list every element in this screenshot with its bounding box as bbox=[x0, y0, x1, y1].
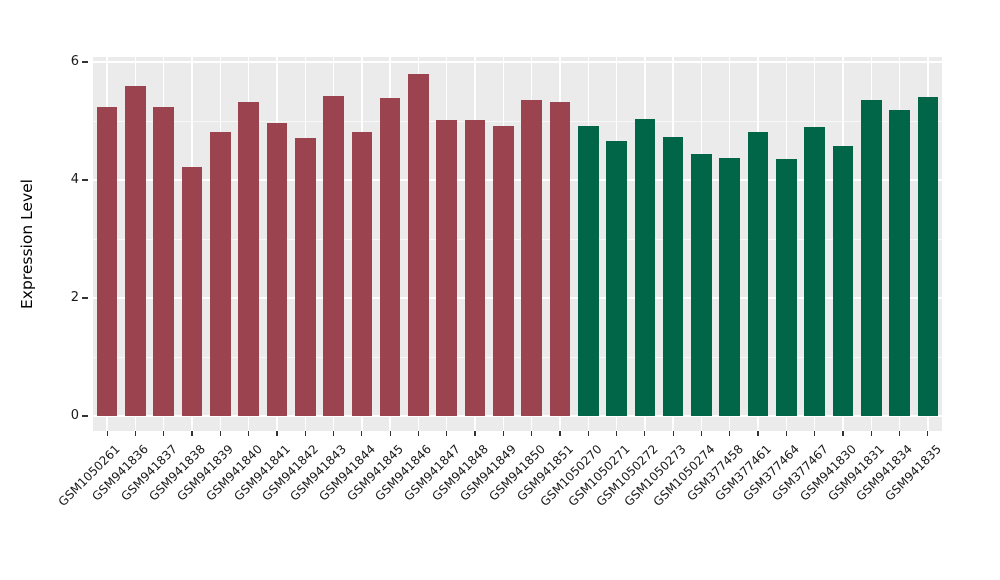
bar-GSM941839 bbox=[210, 132, 231, 416]
y-tick-label: 0 bbox=[70, 408, 79, 423]
x-tick-mark bbox=[502, 431, 504, 436]
bar-GSM941836 bbox=[125, 86, 146, 416]
x-tick-mark bbox=[474, 431, 476, 436]
bar-GSM1050261 bbox=[96, 106, 118, 416]
bar-GSM941845 bbox=[379, 97, 401, 416]
plot-panel bbox=[93, 57, 942, 431]
bar-GSM941843 bbox=[323, 96, 344, 416]
bar-GSM377464 bbox=[776, 158, 797, 416]
y-tick-label: 2 bbox=[70, 290, 79, 305]
y-tick-label: 4 bbox=[70, 172, 79, 187]
x-tick-mark bbox=[134, 431, 137, 436]
y-tick-label: 6 bbox=[70, 54, 79, 69]
x-tick-mark bbox=[842, 431, 844, 436]
gridline-minor-horizontal bbox=[93, 356, 942, 358]
bar-GSM377458 bbox=[719, 158, 740, 416]
bar-GSM941830 bbox=[832, 145, 854, 416]
x-tick-mark bbox=[276, 431, 278, 436]
bar-GSM941842 bbox=[294, 137, 316, 416]
x-tick-mark bbox=[163, 431, 165, 436]
bar-GSM941835 bbox=[917, 96, 939, 416]
y-tick-mark bbox=[82, 61, 88, 63]
x-tick-mark bbox=[927, 431, 929, 436]
bar-GSM1050274 bbox=[691, 154, 712, 416]
bar-GSM941840 bbox=[238, 101, 259, 416]
gridline-major-horizontal bbox=[93, 179, 942, 181]
x-tick-mark bbox=[446, 431, 448, 436]
bar-GSM377467 bbox=[804, 127, 825, 416]
bar-GSM941851 bbox=[549, 101, 571, 416]
bar-GSM941850 bbox=[521, 99, 542, 416]
bar-GSM941846 bbox=[408, 73, 429, 416]
bar-GSM941849 bbox=[493, 125, 514, 416]
gridline-major-horizontal bbox=[93, 415, 942, 417]
bar-GSM377461 bbox=[747, 131, 769, 416]
x-tick-mark bbox=[587, 431, 589, 436]
y-tick-mark bbox=[82, 297, 88, 299]
y-axis-title: Expression Level bbox=[18, 179, 36, 309]
x-tick-mark bbox=[531, 431, 533, 436]
x-tick-mark bbox=[219, 431, 221, 436]
gridline-major-horizontal bbox=[93, 297, 942, 299]
bar-GSM1050270 bbox=[577, 125, 599, 416]
bar-GSM941847 bbox=[436, 119, 457, 416]
bar-GSM941844 bbox=[351, 132, 373, 416]
y-tick-mark bbox=[82, 179, 88, 181]
x-tick-mark bbox=[304, 431, 306, 436]
x-tick-mark bbox=[106, 431, 108, 436]
bar-GSM941841 bbox=[266, 122, 288, 416]
x-tick-mark bbox=[191, 431, 193, 436]
x-tick-mark bbox=[361, 431, 363, 436]
gridline-minor-horizontal bbox=[93, 120, 942, 122]
x-tick-mark bbox=[814, 431, 816, 436]
x-tick-mark bbox=[417, 431, 420, 436]
gridline-minor-horizontal bbox=[93, 238, 942, 240]
x-tick-mark bbox=[785, 431, 787, 436]
x-tick-mark bbox=[870, 431, 872, 436]
x-tick-mark bbox=[559, 431, 561, 436]
bar-GSM941838 bbox=[181, 167, 203, 416]
bar-GSM941837 bbox=[153, 106, 174, 416]
gridline-major-horizontal bbox=[93, 61, 942, 63]
x-tick-mark bbox=[332, 431, 335, 436]
bar-GSM941834 bbox=[889, 110, 910, 416]
bar-GSM1050273 bbox=[662, 136, 684, 416]
x-tick-mark bbox=[729, 431, 731, 436]
x-tick-mark bbox=[898, 431, 901, 436]
x-tick-mark bbox=[389, 431, 391, 436]
x-tick-mark bbox=[615, 431, 618, 436]
bar-GSM1050271 bbox=[606, 141, 627, 416]
x-tick-mark bbox=[248, 431, 250, 436]
y-tick-mark bbox=[82, 415, 88, 417]
x-tick-mark bbox=[757, 431, 759, 436]
x-tick-mark bbox=[700, 431, 703, 436]
x-tick-mark bbox=[672, 431, 674, 436]
bar-GSM941831 bbox=[860, 99, 882, 416]
bar-GSM941848 bbox=[464, 119, 486, 416]
x-tick-mark bbox=[644, 431, 646, 436]
bar-GSM1050272 bbox=[634, 119, 656, 416]
